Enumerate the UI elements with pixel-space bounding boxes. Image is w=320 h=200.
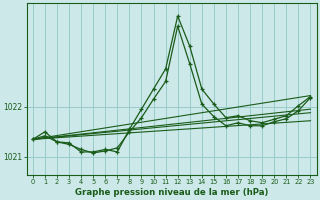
X-axis label: Graphe pression niveau de la mer (hPa): Graphe pression niveau de la mer (hPa) [75, 188, 268, 197]
